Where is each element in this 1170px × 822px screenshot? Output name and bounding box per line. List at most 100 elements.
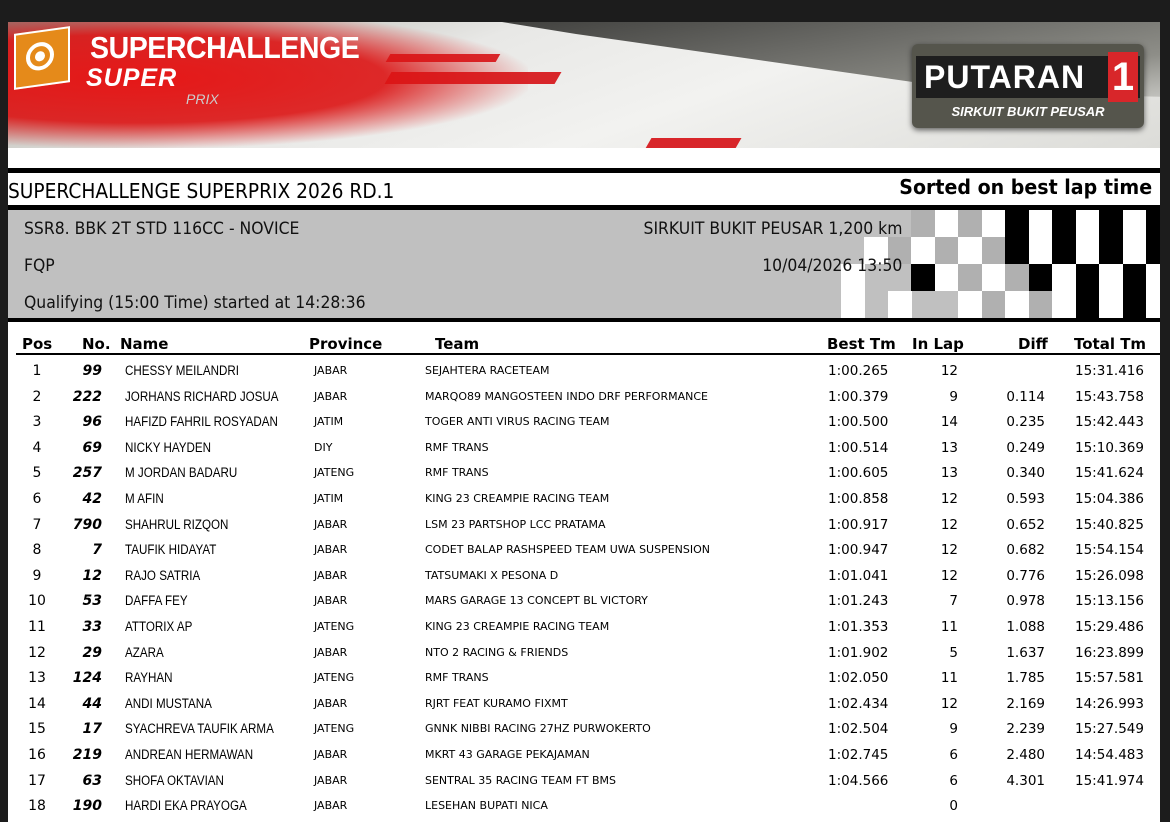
cell-pos: 13 xyxy=(28,670,46,687)
cell-number: 96 xyxy=(82,414,102,431)
cell-number: 12 xyxy=(82,567,102,584)
checker-square xyxy=(981,264,1006,291)
cell-total-time: 16:23.899 xyxy=(1075,644,1144,661)
cell-in-lap: 6 xyxy=(949,772,958,789)
cell-pos: 6 xyxy=(32,491,42,507)
checker-square xyxy=(1075,210,1100,237)
cell-diff: 0.682 xyxy=(1006,542,1045,559)
header-diff: Diff xyxy=(1018,335,1048,353)
brand-subtitle: SUPER xyxy=(86,64,178,92)
cell-total-time: 15:41.974 xyxy=(1075,772,1144,789)
badge-circuit: SIRKUIT BUKIT PEUSAR xyxy=(951,104,1105,119)
table-row: 14 44 ANDI MUSTANA JABAR RJRT FEAT KURAMO FI… xyxy=(8,694,1160,719)
cell-name: SYACHREVA TAUFIK ARMA xyxy=(125,721,274,737)
cell-number: 17 xyxy=(82,721,102,738)
cell-province: JABAR xyxy=(314,645,348,659)
cell-in-lap: 5 xyxy=(949,644,958,661)
cell-name: DAFFA FEY xyxy=(125,593,188,609)
cell-diff: 1.785 xyxy=(1006,670,1045,687)
cell-diff: 1.637 xyxy=(1006,644,1045,661)
cell-in-lap: 12 xyxy=(940,567,958,584)
cell-number: 190 xyxy=(72,798,102,815)
cell-in-lap: 12 xyxy=(940,363,958,379)
table-row: 17 63 SHOFA OKTAVIAN JABAR SENTRAL 35 RACING… xyxy=(8,771,1160,796)
table-row: 1 99 CHESSY MEILANDRI JABAR SEJAHTERA RACETE… xyxy=(8,361,1160,386)
checker-square xyxy=(1005,291,1029,318)
brand-title: SUPERCHALLENGE xyxy=(90,30,360,65)
class-name: SSR8. BBK 2T STD 116CC - NOVICE xyxy=(24,219,300,239)
cell-best-time: 1:00.500 xyxy=(828,414,889,431)
cell-province: JABAR xyxy=(314,696,348,710)
cell-total-time: 15:29.486 xyxy=(1075,619,1144,635)
table-row: 16 219 ANDREAN HERMAWAN JABAR MKRT 43 GARAGE… xyxy=(8,745,1160,770)
cell-best-time: 1:00.514 xyxy=(828,439,889,456)
cell-diff: 2.239 xyxy=(1006,721,1045,738)
table-row: 5 257 M JORDAN BADARU JATENG RMF TRANS 1:00.6… xyxy=(8,463,1160,488)
cell-team: TATSUMAKI X PESONA D xyxy=(425,568,559,582)
cell-number: 42 xyxy=(82,491,102,507)
cell-number: 222 xyxy=(72,388,102,405)
cell-diff: 0.978 xyxy=(1006,593,1045,610)
table-row: 18 190 HARDI EKA PRAYOGA JABAR LESEHAN BUPAT… xyxy=(8,796,1160,821)
checker-square xyxy=(1146,210,1160,237)
target-logo-icon xyxy=(14,26,70,90)
checker-square xyxy=(958,264,982,291)
cell-province: JATENG xyxy=(314,620,355,633)
checker-square xyxy=(1052,210,1076,237)
cell-total-time: 15:43.758 xyxy=(1075,388,1144,405)
cell-in-lap: 14 xyxy=(940,414,958,431)
cell-best-time: 1:04.566 xyxy=(828,772,889,789)
cell-diff: 0.776 xyxy=(1006,567,1045,584)
cell-team: MARQO89 MANGOSTEEN INDO DRF PERFORMANCE xyxy=(425,389,708,403)
cell-province: JABAR xyxy=(314,568,348,582)
cell-pos: 14 xyxy=(28,695,46,712)
cell-pos: 18 xyxy=(28,798,46,815)
divider xyxy=(8,205,1160,210)
cell-pos: 17 xyxy=(28,772,46,789)
cell-team: GNNK NIBBI RACING 27HZ PURWOKERTO xyxy=(425,722,651,736)
checker-square xyxy=(1099,264,1123,291)
cell-total-time: 15:40.825 xyxy=(1075,516,1144,533)
cell-province: JABAR xyxy=(314,799,348,813)
cell-best-time: 1:01.243 xyxy=(828,593,889,610)
cell-best-time: 1:00.605 xyxy=(828,465,889,482)
checker-square xyxy=(934,237,959,264)
header-name: Name xyxy=(120,335,169,353)
checker-square xyxy=(1028,210,1053,237)
checker-square xyxy=(1122,237,1147,264)
cell-best-time: 1:01.902 xyxy=(828,644,889,661)
cell-name: TAUFIK HIDAYAT xyxy=(125,542,217,558)
cell-province: JABAR xyxy=(314,773,348,787)
cell-total-time: 15:26.098 xyxy=(1075,567,1144,584)
table-row: 9 12 RAJO SATRIA JABAR TATSUMAKI X PESONA D 1… xyxy=(8,566,1160,591)
cell-pos: 9 xyxy=(32,567,42,584)
cell-team: RMF TRANS xyxy=(425,671,489,685)
table-row: 4 69 NICKY HAYDEN DIY RMF TRANS 1:00.514 13 0.2… xyxy=(8,438,1160,463)
cell-best-time: 1:02.745 xyxy=(828,747,889,763)
cell-best-time: 1:00.947 xyxy=(828,542,889,559)
cell-name: AZARA xyxy=(125,644,164,660)
checker-square xyxy=(1005,264,1029,291)
checker-square xyxy=(1005,237,1029,264)
cell-province: JABAR xyxy=(314,364,348,377)
kerb-stripe xyxy=(644,138,742,148)
cell-in-lap: 7 xyxy=(949,593,958,610)
cell-in-lap: 9 xyxy=(949,388,958,405)
cell-number: 44 xyxy=(82,695,102,712)
cell-total-time: 14:26.993 xyxy=(1075,695,1144,712)
cell-number: 257 xyxy=(72,465,102,482)
checker-square xyxy=(1122,291,1147,318)
cell-diff: 0.652 xyxy=(1006,516,1045,533)
cell-in-lap: 13 xyxy=(940,465,958,482)
header-province: Province xyxy=(309,335,383,353)
circuit-length: SIRKUIT BUKIT PEUSAR 1,200 km xyxy=(643,219,902,239)
cell-total-time: 15:57.581 xyxy=(1075,670,1144,687)
cell-number: 99 xyxy=(82,363,102,379)
cell-total-time: 14:54.483 xyxy=(1075,747,1144,763)
cell-total-time: 15:31.416 xyxy=(1075,363,1144,379)
cell-team: RJRT FEAT KURAMO FIXMT xyxy=(425,696,568,710)
sort-label: Sorted on best lap time xyxy=(899,175,1152,199)
cell-province: JABAR xyxy=(314,594,348,608)
cell-diff: 0.235 xyxy=(1006,414,1045,431)
header-best-time: Best Tm xyxy=(827,335,896,353)
